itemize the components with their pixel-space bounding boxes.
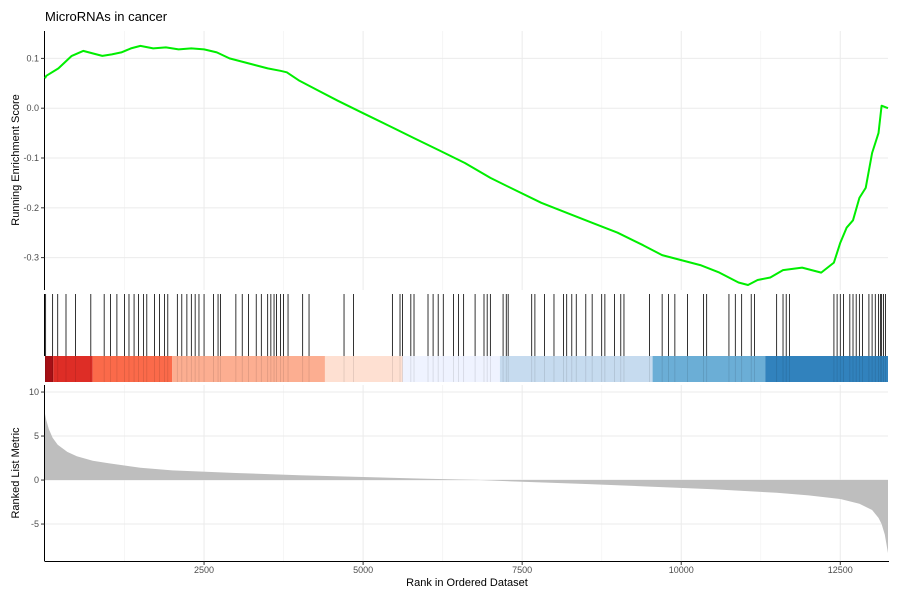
ranked-y-tick-label: 5	[34, 431, 39, 441]
color-bar-segment	[765, 356, 888, 382]
enrichment-y-ticks: 0.1 0.0 -0.1 -0.2 -0.3	[23, 53, 45, 263]
enrichment-y-tick-label: 0.0	[26, 103, 39, 113]
color-bar-segment	[45, 356, 54, 382]
x-tick-label: 10000	[669, 565, 694, 575]
color-bar-segment	[402, 356, 500, 382]
color-bar-segment	[499, 356, 653, 382]
color-bar-segment	[172, 356, 325, 382]
enrichment-score-line	[44, 44, 889, 286]
color-bar-segment	[324, 356, 403, 382]
ranked-y-tick-label: -5	[31, 519, 39, 529]
ranked-metric-area	[45, 414, 888, 554]
ranked-y-ticks: 10 5 0 -5	[29, 387, 45, 529]
enrichment-y-axis-title: Running Enrichment Score	[10, 94, 22, 225]
x-tick-label: 5000	[353, 565, 373, 575]
x-tick-label: 2500	[194, 565, 214, 575]
ranked-y-tick-label: 0	[34, 475, 39, 485]
enrichment-y-tick-label: -0.1	[23, 153, 39, 163]
enrichment-grid	[45, 31, 888, 290]
enrichment-panel: 0.1 0.0 -0.1 -0.2 -0.3 Running Enrichment Sc…	[10, 31, 889, 290]
ranked-color-bar	[45, 356, 888, 382]
hits-panel	[44, 294, 886, 356]
enrichment-y-tick-label: -0.3	[23, 253, 39, 263]
ranked-y-tick-label: 10	[29, 387, 39, 397]
color-bar-segment	[92, 356, 173, 382]
enrichment-y-tick-label: -0.2	[23, 203, 39, 213]
x-axis-title: Rank in Ordered Dataset	[406, 577, 528, 589]
ranked-y-axis-title: Ranked List Metric	[10, 427, 22, 519]
x-ticks: 2500 5000 7500 10000 12500	[194, 561, 853, 575]
x-tick-label: 12500	[828, 565, 853, 575]
chart-title: MicroRNAs in cancer	[45, 9, 168, 24]
hit-ticks	[45, 294, 886, 356]
ranked-grid	[45, 385, 888, 561]
ranked-panel: 10 5 0 -5 2500 5000 7500 10000 12500 Ranked Lis…	[10, 385, 889, 589]
color-bar-segment	[53, 356, 93, 382]
enrichment-y-tick-label: 0.1	[26, 53, 39, 63]
color-bar-segment	[652, 356, 766, 382]
x-tick-label: 7500	[512, 565, 532, 575]
